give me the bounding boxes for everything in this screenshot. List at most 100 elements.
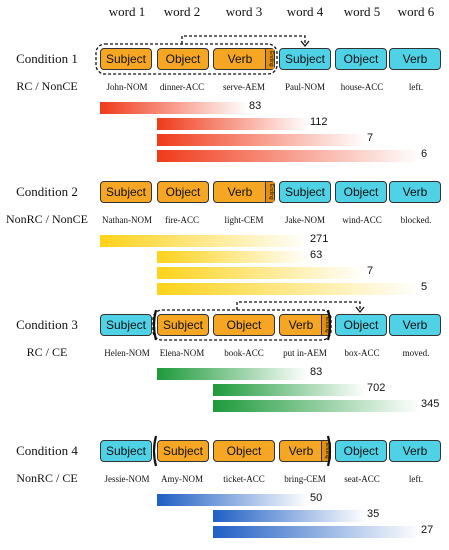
word-header-6: word 6 <box>397 4 435 19</box>
gloss-text: ticket-ACC <box>223 474 265 484</box>
word-box-verb: Verb <box>389 314 441 336</box>
word-box-verb: Verb <box>389 48 441 70</box>
gradient-bar <box>157 118 309 130</box>
word-box-subject: Subject <box>157 440 209 462</box>
gradient-bar <box>157 283 420 295</box>
gradient-bar <box>213 384 366 396</box>
word-box-label: Object <box>165 185 201 199</box>
bar-value-label: 112 <box>310 116 328 128</box>
gradient-bar <box>157 251 309 263</box>
gloss-text: Paul-NOM <box>285 82 325 92</box>
relative-clause-frame <box>95 43 278 75</box>
word-header-5: word 5 <box>343 4 381 19</box>
word-box-label: Verb <box>227 52 253 66</box>
condition-subtitle: RC / NonCE <box>16 79 78 93</box>
word-box-verb: Verb Ending <box>279 440 331 462</box>
embedding-bracket-left <box>152 435 158 467</box>
word-header-3: word 3 <box>225 4 263 19</box>
gloss-text: bring-CEM <box>284 474 326 484</box>
gradient-bar <box>213 526 420 538</box>
gradient-bar <box>213 400 420 412</box>
word-box-object: Object <box>157 48 209 70</box>
word-box-label: Subject <box>284 52 326 66</box>
word-box-subject: Subject <box>157 314 209 336</box>
word-box-label: Object <box>343 52 379 66</box>
word-box-label: Verb <box>402 185 428 199</box>
word-box-label: Subject <box>105 52 147 66</box>
bar-value-label: 35 <box>367 508 380 520</box>
bar-value-label: 7 <box>367 132 374 144</box>
word-box-label: Verb <box>402 444 428 458</box>
word-box-label: Verb <box>402 318 428 332</box>
bar-value-label: 63 <box>310 249 323 261</box>
gloss-text: light-CEM <box>224 215 264 225</box>
word-box-label: Object <box>226 318 262 332</box>
gradient-bar <box>100 102 248 114</box>
word-box-subject: Subject <box>100 48 152 70</box>
gradient-bar <box>157 267 366 279</box>
modification-arrow <box>236 301 361 311</box>
word-header-1: word 1 <box>108 4 146 19</box>
word-box-label: Object <box>165 52 201 66</box>
ending-marker: Ending <box>265 182 274 202</box>
gloss-text: seat-ACC <box>344 474 380 484</box>
bar-value-label: 5 <box>421 281 428 293</box>
gloss-text: Jessie-NOM <box>104 474 150 484</box>
word-box-label: Object <box>226 444 262 458</box>
word-box-object: Object <box>335 440 387 462</box>
condition-subtitle: NonRC / CE <box>16 471 78 485</box>
gloss-text: left. <box>408 474 424 484</box>
arrow-head <box>355 306 365 314</box>
bar-value-label: 27 <box>421 524 434 536</box>
word-box-subject: Subject <box>100 440 152 462</box>
embedding-bracket-right <box>326 309 332 341</box>
condition-title: Condition 3 <box>16 317 78 332</box>
bar-value-label: 83 <box>310 366 323 378</box>
word-box-label: Object <box>343 318 379 332</box>
word-box-label: Subject <box>162 444 204 458</box>
arrow-head <box>300 40 310 48</box>
gloss-text: Helen-NOM <box>104 348 150 358</box>
gloss-text: moved. <box>402 348 430 358</box>
gloss-text: house-ACC <box>340 82 384 92</box>
word-box-object: Object <box>335 314 387 336</box>
word-box-label: Subject <box>105 444 147 458</box>
gloss-text: fire-ACC <box>165 215 199 225</box>
word-box-label: Verb <box>288 444 314 458</box>
word-box-label: Verb <box>227 185 253 199</box>
embedding-bracket-left <box>152 309 158 341</box>
condition-subtitle: NonRC / NonCE <box>5 212 88 226</box>
word-box-label: Object <box>343 185 379 199</box>
gloss-text: put in-AEM <box>283 348 327 358</box>
word-header-2: word 2 <box>163 4 201 19</box>
ending-marker: Ending <box>321 441 330 461</box>
word-box-verb: Verb Ending <box>213 48 275 70</box>
gradient-bar <box>157 150 420 162</box>
word-box-object: Object <box>157 181 209 203</box>
bar-value-label: 50 <box>310 492 323 504</box>
word-box-label: Subject <box>105 318 147 332</box>
word-box-verb: Verb <box>389 181 441 203</box>
word-header-4: word 4 <box>286 4 324 19</box>
word-box-subject: Subject <box>100 181 152 203</box>
bar-value-label: 6 <box>421 148 428 160</box>
gloss-text: John-NOM <box>106 82 148 92</box>
condition-subtitle: RC / CE <box>26 345 68 359</box>
bar-value-label: 271 <box>310 233 329 245</box>
word-box-object: Object <box>335 181 387 203</box>
condition-title: Condition 1 <box>16 51 78 66</box>
gradient-bar <box>213 510 366 522</box>
word-box-object: Object <box>213 440 275 462</box>
word-box-verb: Verb <box>389 440 441 462</box>
gloss-text: Jake-NOM <box>285 215 325 225</box>
word-box-object: Object <box>335 48 387 70</box>
ending-marker: Ending <box>265 49 274 69</box>
word-box-object: Object <box>213 314 275 336</box>
gloss-text: wind-ACC <box>342 215 382 225</box>
gloss-text: Nathan-NOM <box>102 215 152 225</box>
gloss-text: box-ACC <box>344 348 380 358</box>
word-box-label: Subject <box>105 185 147 199</box>
word-box-subject: Subject <box>279 181 331 203</box>
gloss-text: serve-AEM <box>223 82 265 92</box>
